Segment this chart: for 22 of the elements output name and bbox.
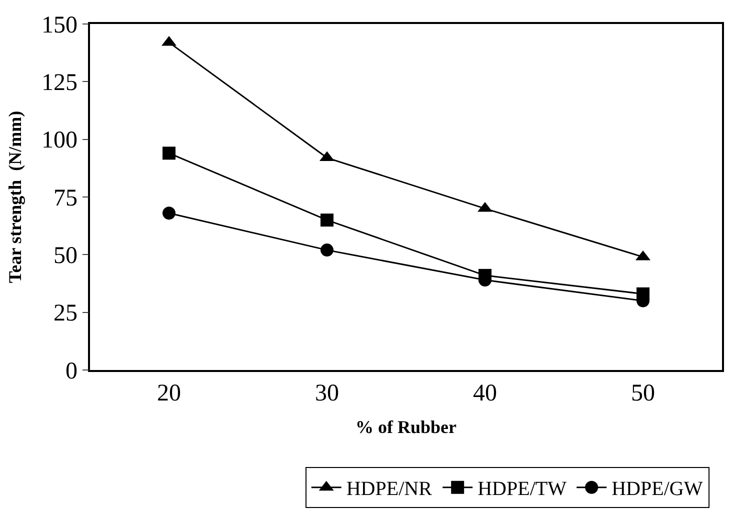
y-tick-label: 75 [53,185,78,212]
y-tick-label: 100 [41,128,78,154]
y-tick-label: 50 [53,243,78,270]
point [320,214,334,227]
y-axis-title: Tear strength (N/mm) [5,110,26,284]
point [636,287,650,300]
point [162,206,176,220]
x-tick-label: 50 [631,380,655,407]
point [320,244,334,257]
legend-label: HDPE/GW [612,478,703,500]
x-tick-label: 40 [473,380,497,407]
y-tick-label: 150 [41,12,78,38]
x-tick-label: 30 [315,380,339,407]
x-tick-label: 20 [157,380,181,407]
x-axis-title: % of Rubber [355,417,457,438]
legend-label: HDPE/TW [478,478,567,500]
y-tick-label: 25 [53,300,78,327]
legend-label: HDPE/NR [346,478,433,500]
y-tick-label: 0 [65,358,78,384]
y-tick-label: 125 [41,70,78,96]
point [162,146,176,160]
point [478,268,492,282]
